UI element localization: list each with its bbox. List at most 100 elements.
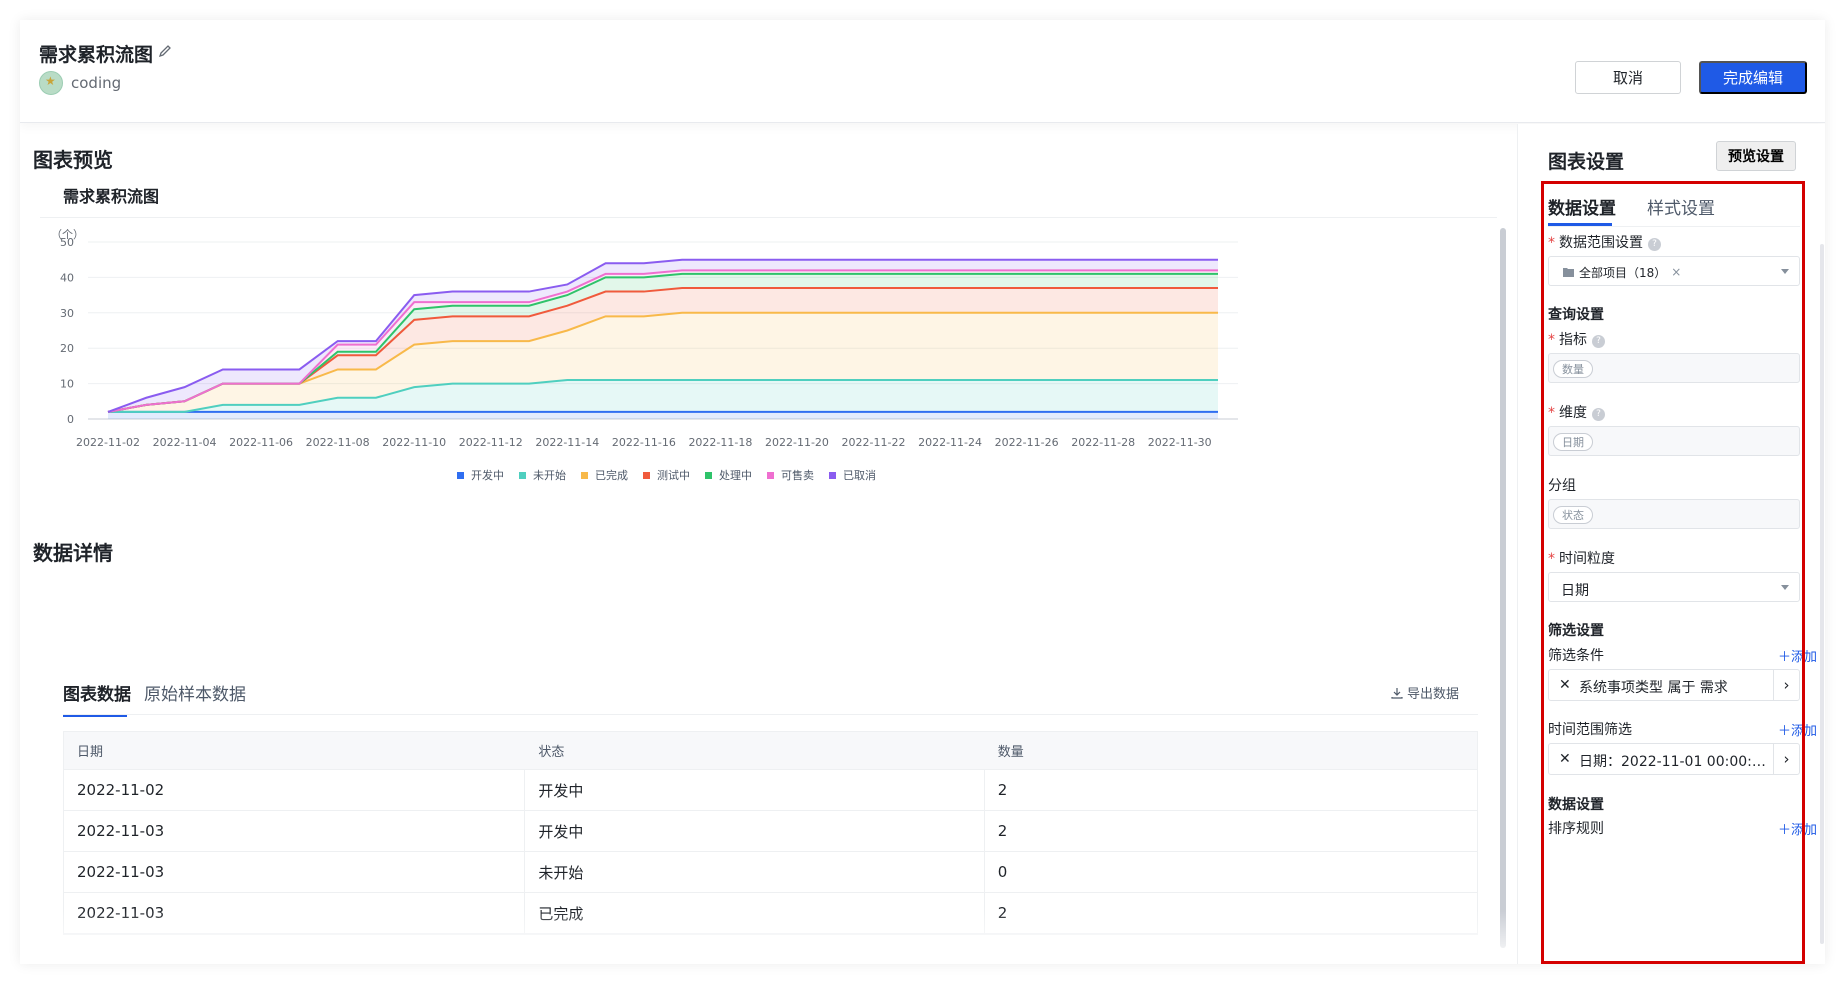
project-avatar (39, 71, 63, 95)
legend-label: 处理中 (719, 469, 752, 482)
legend-label: 可售卖 (781, 468, 814, 482)
metric-chip[interactable]: 数量 (1553, 360, 1593, 378)
legend-swatch (767, 472, 774, 479)
chart-settings-panel: 图表设置 预览设置 数据设置 样式设置 数据范围设置? 全部项目（18） × 查… (1517, 124, 1825, 964)
x-tick-label: 2022-11-10 (382, 436, 446, 449)
group-field[interactable]: 状态 (1548, 499, 1800, 529)
preview-settings-button[interactable]: 预览设置 (1716, 141, 1796, 171)
tabs-divider (63, 714, 1478, 715)
plus-icon: ＋ (1777, 823, 1791, 838)
chevron-down-icon (1781, 269, 1789, 274)
bottom-fade (20, 910, 1517, 964)
dimension-label: 维度? (1548, 402, 1605, 422)
legend-swatch (581, 472, 588, 479)
x-tick-label: 2022-11-20 (765, 436, 829, 449)
help-icon[interactable]: ? (1592, 335, 1605, 348)
metric-label: 指标? (1548, 329, 1605, 349)
legend-swatch (705, 472, 712, 479)
column-header-status[interactable]: 状态 (538, 745, 565, 760)
download-icon (1391, 687, 1403, 699)
cancel-button[interactable]: 取消 (1575, 61, 1681, 94)
table-header: 日期 状态 数量 (64, 732, 1477, 770)
help-icon[interactable]: ? (1592, 408, 1605, 421)
chevron-right-icon[interactable]: › (1773, 670, 1799, 700)
cell-count: 2 (997, 822, 1008, 840)
series-area (108, 380, 1218, 412)
x-tick-label: 2022-11-12 (459, 436, 523, 449)
filter-condition-item[interactable]: ✕ 系统事项类型 属于 需求 › (1548, 669, 1800, 701)
cell-date: 2022-11-03 (64, 852, 526, 892)
project-scope-tag: 全部项目（18） × (1557, 262, 1687, 282)
help-icon[interactable]: ? (1648, 238, 1661, 251)
cell-status: 未开始 (525, 852, 985, 892)
dimension-chip[interactable]: 日期 (1553, 433, 1593, 451)
plus-icon: ＋ (1777, 724, 1791, 739)
y-tick-label: 40 (60, 271, 74, 284)
folder-icon (1563, 268, 1574, 277)
x-tick-label: 2022-11-14 (535, 436, 599, 449)
tab-style-settings[interactable]: 样式设置 (1647, 199, 1715, 219)
x-tick-label: 2022-11-28 (1071, 436, 1135, 449)
query-settings-title: 查询设置 (1548, 307, 1604, 323)
page-title: 需求累积流图 (39, 44, 154, 66)
y-tick-label: 0 (67, 413, 74, 426)
legend-label: 开发中 (471, 468, 504, 482)
chart-title: 需求累积流图 (63, 187, 160, 206)
tab-chart-data[interactable]: 图表数据 (63, 685, 131, 705)
active-tab-indicator (1548, 223, 1612, 226)
legend-swatch (457, 472, 464, 479)
export-data-label: 导出数据 (1407, 687, 1460, 702)
cell-count: 2 (997, 781, 1008, 799)
details-section-title: 数据详情 (33, 541, 113, 565)
column-header-count[interactable]: 数量 (997, 745, 1024, 760)
series-area (108, 288, 1218, 412)
group-chip[interactable]: 状态 (1553, 506, 1593, 524)
settings-scrollbar[interactable] (1820, 244, 1824, 944)
main-scrollbar[interactable] (1500, 228, 1506, 948)
y-tick-label: 30 (60, 307, 74, 320)
legend-label: 测试中 (657, 469, 690, 482)
data-table: 日期 状态 数量 2022-11-02 开发中 2 2022-11-03 开发中… (63, 731, 1478, 935)
tab-raw-sample-data[interactable]: 原始样本数据 (144, 685, 246, 705)
remove-condition-icon[interactable]: ✕ (1559, 677, 1571, 693)
table-row: 2022-11-02 开发中 2 (64, 770, 1477, 811)
tabs-divider (1548, 226, 1800, 227)
table-row: 2022-11-03 未开始 0 (64, 852, 1477, 893)
settings-title: 图表设置 (1548, 151, 1625, 173)
active-tab-indicator (63, 714, 127, 717)
cell-status: 开发中 (525, 770, 985, 810)
data-settings-title: 数据设置 (1548, 797, 1604, 813)
cumulative-flow-chart: 0 10 20 30 40 50（个） 2022-11-02 2022-11-04 2022-1… (51, 229, 1238, 482)
remove-condition-icon[interactable]: ✕ (1559, 751, 1571, 767)
legend-swatch (829, 472, 836, 479)
legend-swatch (519, 472, 526, 479)
y-tick-label: 20 (60, 342, 74, 355)
metric-field[interactable]: 数量 (1548, 353, 1800, 383)
chevron-right-icon[interactable]: › (1773, 744, 1799, 774)
table-row: 2022-11-03 开发中 2 (64, 811, 1477, 852)
dimension-field[interactable]: 日期 (1548, 426, 1800, 456)
x-tick-label: 2022-11-02 (76, 436, 140, 449)
sort-rule-label: 排序规则 (1548, 821, 1604, 837)
granularity-label: 时间粒度 (1548, 548, 1615, 568)
data-range-select[interactable]: 全部项目（18） × (1548, 256, 1800, 286)
remove-tag-icon[interactable]: × (1671, 265, 1682, 279)
granularity-select[interactable]: 日期 (1548, 572, 1800, 602)
time-range-filter-item[interactable]: ✕ 日期：2022-11-01 00:00:00~... › (1548, 743, 1800, 775)
legend-label: 已完成 (595, 468, 628, 482)
tab-data-settings[interactable]: 数据设置 (1548, 199, 1616, 219)
y-tick-label: 50 (60, 236, 74, 249)
filter-settings-title: 筛选设置 (1548, 623, 1604, 639)
column-header-date[interactable]: 日期 (77, 745, 104, 760)
edit-pencil-icon[interactable] (157, 43, 173, 59)
done-editing-button[interactable]: 完成编辑 (1699, 61, 1807, 94)
cell-status: 开发中 (525, 811, 985, 851)
x-tick-label: 2022-11-24 (918, 436, 982, 449)
x-tick-label: 2022-11-18 (688, 436, 752, 449)
export-data-link[interactable]: 导出数据 (1391, 683, 1459, 702)
legend-label: 已取消 (843, 468, 876, 482)
series-line (107, 269, 1218, 413)
x-tick-label: 2022-11-06 (229, 436, 293, 449)
chart-editor-window: 需求累积流图 coding 取消 完成编辑 图表预览 需求累积流图 010203… (20, 20, 1825, 964)
filter-condition-label: 筛选条件 (1548, 648, 1604, 664)
